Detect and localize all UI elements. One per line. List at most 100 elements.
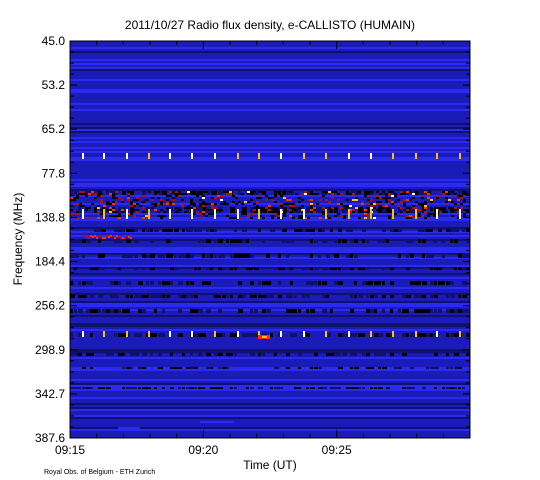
heatmap-band-pixel — [160, 199, 163, 201]
heatmap-band-pixel — [73, 197, 76, 199]
heatmap-dark-pixel — [282, 191, 287, 195]
heatmap-dark-pixel — [174, 207, 177, 213]
heatmap-band-pixel — [259, 209, 262, 211]
heatmap-dark-pixel — [90, 333, 93, 337]
heatmap-dark-pixel — [362, 267, 365, 270]
heatmap-band-pixel — [88, 193, 91, 195]
heatmap-band-pixel — [202, 205, 205, 207]
heatmap-dark-pixel — [174, 267, 179, 270]
heatmap-band-pixel — [172, 199, 175, 201]
heatmap-dark-pixel — [150, 295, 155, 298]
heatmap-burst-pixel — [102, 237, 104, 239]
heatmap-band-pixel — [460, 195, 463, 197]
heatmap-dark-pixel — [142, 353, 147, 356]
heatmap-dark-pixel — [398, 253, 401, 258]
heatmap-dark-pixel — [158, 367, 163, 369]
heatmap-band-pixel — [79, 203, 82, 205]
heatmap-dark-pixel — [450, 333, 455, 337]
heatmap-dark-pixel — [170, 353, 173, 356]
heatmap-row — [70, 393, 470, 395]
heatmap-dark-pixel — [86, 239, 91, 243]
heatmap-dark-pixel — [378, 367, 381, 369]
heatmap-band-pixel — [415, 207, 418, 209]
heatmap-band-pixel — [343, 215, 346, 217]
heatmap-band-pixel — [370, 191, 373, 193]
heatmap-band-pixel — [211, 207, 214, 209]
heatmap-band-pixel — [85, 195, 88, 197]
heatmap-dark-pixel — [442, 387, 445, 389]
heatmap-dark-pixel — [390, 295, 394, 298]
heatmap-dark-pixel — [82, 253, 85, 258]
heatmap-row — [70, 241, 470, 243]
heatmap-band-pixel — [109, 203, 112, 205]
heatmap-dark-pixel — [190, 367, 194, 369]
heatmap-row — [70, 279, 470, 281]
heatmap-dark-pixel — [346, 253, 351, 258]
heatmap-band-pixel — [211, 213, 214, 215]
heatmap-dark-pixel — [422, 239, 426, 243]
heatmap-band-pixel — [304, 193, 307, 195]
heatmap-row — [70, 247, 470, 249]
heatmap-dark-pixel — [286, 309, 290, 313]
heatmap-dark-pixel — [306, 191, 309, 195]
heatmap-band-pixel — [289, 205, 292, 207]
heatmap-dark-pixel — [266, 281, 271, 285]
heatmap-band-pixel — [298, 215, 301, 217]
heatmap-band-pixel — [220, 203, 223, 205]
y-tick-label: 65.2 — [42, 122, 66, 136]
heatmap-band-pixel — [187, 191, 190, 193]
heatmap-band-pixel — [394, 201, 397, 203]
heatmap-row — [70, 215, 470, 217]
heatmap-band-pixel — [175, 195, 178, 197]
heatmap-band-pixel — [409, 199, 412, 201]
heatmap-dark-pixel — [406, 387, 410, 389]
heatmap-dark-pixel — [334, 253, 339, 258]
heatmap-burst-pixel — [84, 236, 86, 238]
heatmap-spike — [148, 153, 150, 159]
heatmap-burst-pixel — [114, 237, 116, 239]
heatmap-dark-pixel — [382, 207, 387, 213]
heatmap-band-pixel — [430, 209, 433, 211]
heatmap-dark-pixel — [98, 229, 102, 232]
heatmap-band-pixel — [82, 205, 85, 207]
heatmap-band-pixel — [298, 207, 301, 209]
heatmap-band-pixel — [427, 215, 430, 217]
heatmap-band-pixel — [382, 191, 385, 193]
heatmap-dark-pixel — [198, 387, 202, 389]
heatmap-row — [70, 415, 470, 417]
heatmap-dark-pixel — [150, 281, 154, 285]
heatmap-band-pixel — [367, 191, 370, 193]
heatmap-burst-pixel — [124, 237, 126, 239]
heatmap-dark-pixel — [170, 253, 173, 258]
heatmap-band-pixel — [436, 197, 439, 199]
heatmap-dark-pixel — [242, 333, 247, 337]
heatmap-dark-pixel — [442, 253, 445, 258]
heatmap-row — [70, 45, 470, 47]
heatmap-burst-pixel — [130, 237, 132, 239]
heatmap-band-pixel — [427, 193, 430, 195]
heatmap-dark-pixel — [98, 267, 102, 270]
heatmap-dark-pixel — [238, 253, 242, 258]
heatmap-band-pixel — [379, 205, 382, 207]
heatmap-band-pixel — [391, 201, 394, 203]
heatmap-dark-pixel — [74, 353, 79, 356]
heatmap-band-pixel — [445, 201, 448, 203]
heatmap-row — [70, 375, 470, 377]
heatmap-dark-pixel — [234, 387, 237, 389]
heatmap-row — [70, 71, 470, 73]
heatmap-dark-pixel — [210, 387, 214, 389]
heatmap-row — [70, 111, 470, 113]
heatmap-dark-pixel — [202, 333, 206, 337]
heatmap-dark-pixel — [450, 229, 455, 232]
heatmap-band-pixel — [271, 215, 274, 217]
heatmap-row — [70, 149, 470, 151]
heatmap-band-pixel — [307, 199, 310, 201]
heatmap-row — [70, 167, 470, 169]
heatmap-band-pixel — [340, 203, 343, 205]
heatmap-band-pixel — [244, 213, 247, 215]
heatmap-band-pixel — [97, 195, 100, 197]
heatmap-dark-pixel — [394, 229, 398, 232]
heatmap-row — [70, 351, 470, 353]
heatmap-dark-pixel — [90, 281, 93, 285]
heatmap-dark-pixel — [126, 239, 131, 243]
